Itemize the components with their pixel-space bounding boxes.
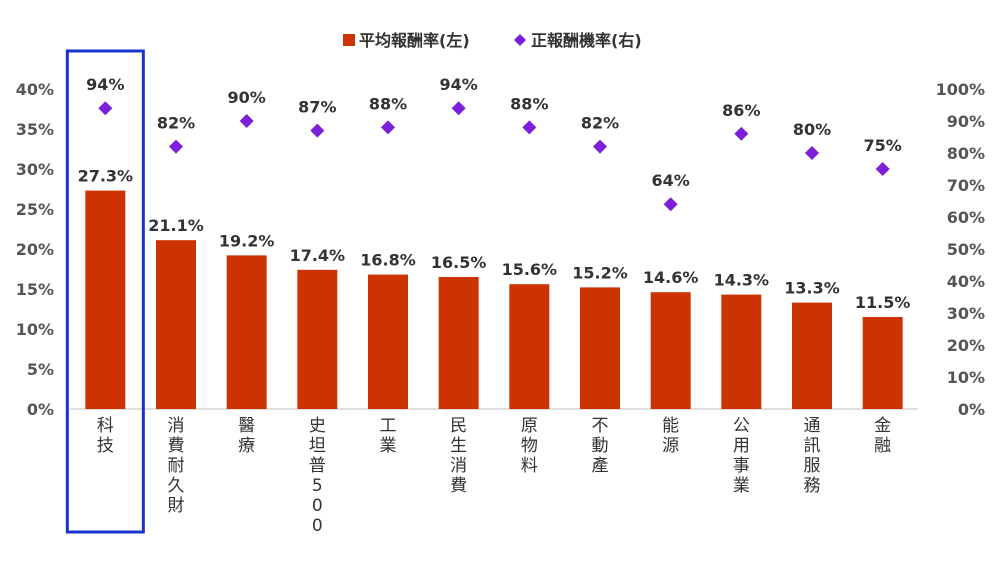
left-axis-tick: 20% bbox=[16, 240, 54, 259]
bar bbox=[226, 255, 267, 409]
point-diamond bbox=[381, 120, 395, 135]
bar bbox=[509, 284, 550, 409]
point-diamond bbox=[663, 197, 678, 212]
category-label: 原物料 bbox=[521, 416, 538, 476]
highlight-box bbox=[65, 49, 145, 534]
left-axis-tick: 5% bbox=[27, 360, 54, 379]
bar-value-label: 14.3% bbox=[714, 271, 770, 290]
point-diamond bbox=[239, 114, 254, 128]
bar bbox=[85, 190, 126, 409]
bar bbox=[792, 302, 832, 409]
right-axis-tick: 70% bbox=[947, 176, 985, 195]
point-value-label: 90% bbox=[228, 88, 266, 107]
point-diamond bbox=[98, 101, 113, 116]
point-diamond bbox=[875, 162, 890, 176]
point-diamond bbox=[734, 126, 749, 141]
legend-label-scatter: 正報酬機率(右) bbox=[531, 31, 642, 50]
bar bbox=[862, 317, 903, 409]
left-axis-tick: 0% bbox=[27, 400, 54, 419]
category-label: 通訊服務 bbox=[804, 416, 821, 496]
left-axis-tick: 35% bbox=[16, 120, 54, 139]
bar bbox=[297, 269, 338, 409]
bar-value-label: 16.8% bbox=[360, 251, 416, 270]
right-axis-tick: 100% bbox=[936, 80, 985, 99]
bar-value-label: 19.2% bbox=[219, 231, 275, 250]
point-value-label: 86% bbox=[722, 101, 760, 120]
right-axis-tick: 80% bbox=[947, 144, 985, 163]
bar-value-label: 11.5% bbox=[855, 293, 911, 312]
left-axis-tick: 25% bbox=[16, 200, 54, 219]
plot-area: 0% 5% 10% 15% 20% 25% 30% 35% 40% 0% 10% 20% 30% 40% 5… bbox=[16, 49, 985, 536]
right-axis-tick: 10% bbox=[947, 368, 985, 387]
right-axis-tick: 20% bbox=[947, 336, 985, 355]
bar bbox=[580, 287, 620, 409]
category-label: 公用事業 bbox=[733, 416, 750, 496]
bar-value-label: 14.6% bbox=[643, 268, 699, 287]
point-value-label: 75% bbox=[864, 136, 902, 155]
legend-swatch-diamond bbox=[514, 34, 526, 46]
bar-value-label: 15.6% bbox=[502, 260, 558, 279]
category-label: 金融 bbox=[874, 416, 891, 456]
category-label: 不動產 bbox=[592, 416, 609, 476]
point-value-label: 80% bbox=[793, 120, 831, 139]
bar-value-label: 16.5% bbox=[431, 253, 487, 272]
legend: 平均報酬率(左) 正報酬機率(右) bbox=[343, 31, 642, 50]
right-axis-tick: 90% bbox=[947, 112, 985, 131]
bar bbox=[368, 274, 408, 409]
bar-value-label: 15.2% bbox=[572, 263, 628, 282]
bar bbox=[721, 294, 762, 409]
point-value-label: 87% bbox=[298, 98, 336, 117]
category-label: 消費耐久財 bbox=[168, 416, 185, 516]
right-axis-tick: 50% bbox=[947, 240, 985, 259]
category-label: 民生消費 bbox=[450, 416, 467, 496]
bar bbox=[438, 277, 479, 409]
bar-value-label: 27.3% bbox=[78, 167, 134, 186]
category-label: 工業 bbox=[380, 416, 397, 456]
point-value-label: 88% bbox=[510, 94, 548, 113]
point-value-label: 82% bbox=[157, 114, 195, 133]
point-diamond bbox=[310, 123, 325, 138]
point-diamond bbox=[805, 146, 819, 160]
point-diamond bbox=[522, 120, 537, 135]
category-label: 醫療 bbox=[238, 416, 255, 456]
left-axis-tick: 10% bbox=[16, 320, 54, 339]
point-value-label: 94% bbox=[86, 75, 124, 94]
right-axis-tick: 60% bbox=[947, 208, 985, 227]
bar-value-label: 17.4% bbox=[290, 246, 346, 265]
right-axis-tick: 30% bbox=[947, 304, 985, 323]
left-axis-tick: 15% bbox=[16, 280, 54, 299]
point-value-label: 94% bbox=[440, 75, 478, 94]
point-diamond bbox=[169, 139, 183, 154]
point-diamond bbox=[451, 101, 466, 116]
bar-value-label: 21.1% bbox=[148, 216, 204, 235]
point-diamond bbox=[593, 139, 607, 154]
bar-value-label: 13.3% bbox=[784, 279, 840, 298]
right-axis-tick: 0% bbox=[958, 400, 985, 419]
point-value-label: 82% bbox=[581, 114, 619, 133]
bar bbox=[156, 240, 196, 409]
bar bbox=[650, 292, 691, 409]
right-axis-tick: 40% bbox=[947, 272, 985, 291]
category-label: 科技 bbox=[97, 416, 114, 456]
category-label: 能源 bbox=[662, 416, 679, 456]
left-axis-tick: 30% bbox=[16, 160, 54, 179]
point-value-label: 88% bbox=[369, 94, 407, 113]
left-axis-tick: 40% bbox=[16, 80, 54, 99]
legend-label-bar: 平均報酬率(左) bbox=[359, 31, 470, 50]
category-label: 史坦普 5 0 0 bbox=[309, 416, 326, 536]
legend-swatch-bar bbox=[343, 34, 355, 46]
point-value-label: 64% bbox=[652, 171, 690, 190]
